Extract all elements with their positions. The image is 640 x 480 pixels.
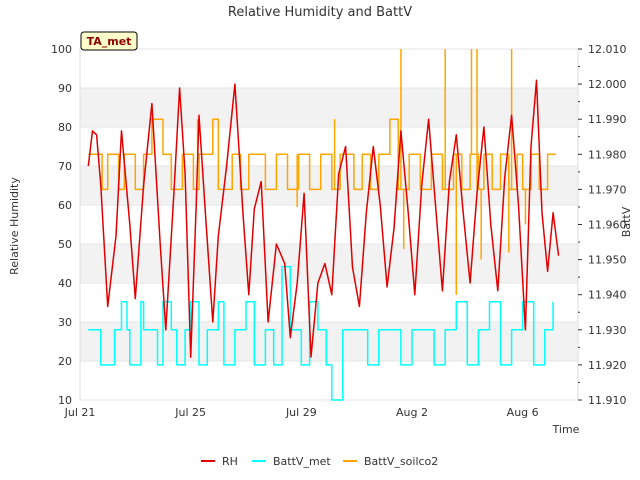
left-tick-label: 50 [58,238,72,251]
y-axis-left-label: Relative Humidity [8,177,21,275]
right-tick-label: 11.950 [588,254,627,267]
grid-band [80,322,578,361]
right-tick-label: 11.920 [588,359,627,372]
grid-band [80,49,578,88]
legend-label-battv-met: BattV_met [273,455,331,468]
left-tick-label: 20 [58,355,72,368]
x-axis-ticks: Jul 21 Jul 25 Jul 29 Aug 2 Aug 6 [64,406,539,419]
legend-label-rh: RH [222,455,238,468]
right-tick-label: 11.930 [588,324,627,337]
right-tick-label: 12.010 [588,43,627,56]
series-line-rh [87,79,560,358]
grid-band [80,244,578,283]
grid-band [80,88,578,127]
legend-label-battv-soilco2: BattV_soilco2 [364,455,438,468]
grid-band [80,205,578,244]
y-axis-right-label: BattV [620,206,633,237]
grid-band [80,283,578,322]
right-tick-label: 11.960 [588,219,627,232]
left-tick-label: 70 [58,160,72,173]
right-tick-label: 11.910 [588,394,627,407]
left-axis-ticks: 10 20 30 40 50 60 70 80 90 100 [51,43,72,407]
left-tick-label: 40 [58,277,72,290]
grid-band [80,361,578,400]
series-layer [87,49,560,401]
grid-band [80,166,578,205]
right-tick-label: 11.990 [588,113,627,126]
right-tick-label: 12.000 [588,78,627,91]
station-label-box: TA_met [80,31,138,51]
left-tick-label: 10 [58,394,72,407]
x-tick-label: Aug 2 [396,406,428,419]
x-tick-label: Jul 21 [64,406,96,419]
series-line-battv-met [88,265,554,401]
station-label: TA_met [87,35,132,48]
left-tick-label: 80 [58,121,72,134]
right-axis-ticks: 11.910 11.920 11.930 11.940 11.950 11.960 11.9… [578,43,627,407]
chart-title: Relative Humidity and BattV [228,5,412,20]
legend: RH BattV_met BattV_soilco2 [201,455,438,468]
right-tick-label: 11.980 [588,148,627,161]
x-tick-label: Aug 6 [507,406,539,419]
station-label-frame [80,31,138,51]
right-tick-label: 11.970 [588,183,627,196]
right-tick-label: 11.940 [588,289,627,302]
series-line-battv-soilco2 [88,118,556,191]
left-tick-label: 60 [58,199,72,212]
grid-bands [79,48,579,401]
left-tick-label: 90 [58,82,72,95]
x-axis-label: Time [552,423,580,436]
left-tick-label: 30 [58,316,72,329]
x-tick-label: Jul 29 [285,406,317,419]
x-tick-label: Jul 25 [174,406,206,419]
left-tick-label: 100 [51,43,72,56]
